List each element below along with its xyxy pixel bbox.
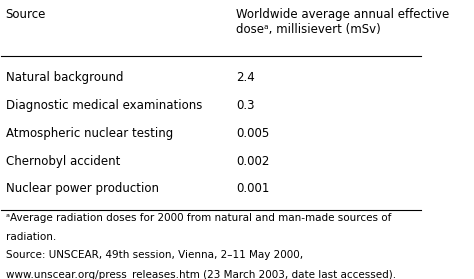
Text: Nuclear power production: Nuclear power production <box>6 182 159 196</box>
Text: Atmospheric nuclear testing: Atmospheric nuclear testing <box>6 127 173 140</box>
Text: Chernobyl accident: Chernobyl accident <box>6 155 120 168</box>
Text: 0.001: 0.001 <box>237 182 270 196</box>
Text: Source: Source <box>6 8 46 21</box>
Text: 0.3: 0.3 <box>237 99 255 112</box>
Text: Diagnostic medical examinations: Diagnostic medical examinations <box>6 99 202 112</box>
Text: 0.002: 0.002 <box>237 155 270 168</box>
Text: radiation.: radiation. <box>6 232 56 242</box>
Text: ᵃAverage radiation doses for 2000 from natural and man-made sources of: ᵃAverage radiation doses for 2000 from n… <box>6 213 391 223</box>
Text: Worldwide average annual effective
doseᵃ, millisievert (mSv): Worldwide average annual effective doseᵃ… <box>237 8 450 36</box>
Text: www.unscear.org/press_releases.htm (23 March 2003, date last accessed).: www.unscear.org/press_releases.htm (23 M… <box>6 269 396 279</box>
Text: 2.4: 2.4 <box>237 71 255 84</box>
Text: Natural background: Natural background <box>6 71 123 84</box>
Text: Source: UNSCEAR, 49th session, Vienna, 2–11 May 2000,: Source: UNSCEAR, 49th session, Vienna, 2… <box>6 250 303 260</box>
Text: 0.005: 0.005 <box>237 127 270 140</box>
